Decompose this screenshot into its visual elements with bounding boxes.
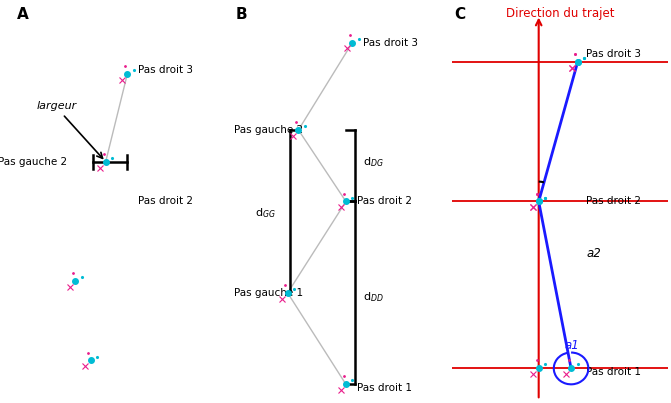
Text: A: A: [17, 7, 29, 22]
Text: d$_{GG}$: d$_{GG}$: [255, 206, 276, 220]
Text: a2: a2: [586, 247, 601, 260]
Text: Pas droit 3: Pas droit 3: [363, 37, 418, 48]
Text: Pas droit 1: Pas droit 1: [357, 383, 412, 393]
Text: Pas droit 2: Pas droit 2: [586, 197, 641, 206]
Text: Pas droit 3: Pas droit 3: [586, 50, 641, 60]
Text: Pas droit 1: Pas droit 1: [586, 368, 641, 377]
Text: Direction du trajet: Direction du trajet: [506, 7, 615, 20]
Text: Pas droit 2: Pas droit 2: [357, 197, 412, 206]
Text: largeur: largeur: [37, 101, 77, 111]
Text: Pas droit 3: Pas droit 3: [138, 65, 193, 75]
Text: Pas gauche 1: Pas gauche 1: [234, 288, 303, 298]
Text: Pas gauche 2: Pas gauche 2: [234, 125, 303, 135]
Text: d$_{DG}$: d$_{DG}$: [363, 155, 384, 169]
Text: Pas droit 2: Pas droit 2: [138, 197, 193, 206]
Text: d$_{DD}$: d$_{DD}$: [363, 290, 384, 304]
Text: a1: a1: [564, 339, 579, 351]
Text: Pas gauche 2: Pas gauche 2: [0, 157, 67, 167]
Text: B: B: [236, 7, 248, 22]
Text: C: C: [454, 7, 466, 22]
